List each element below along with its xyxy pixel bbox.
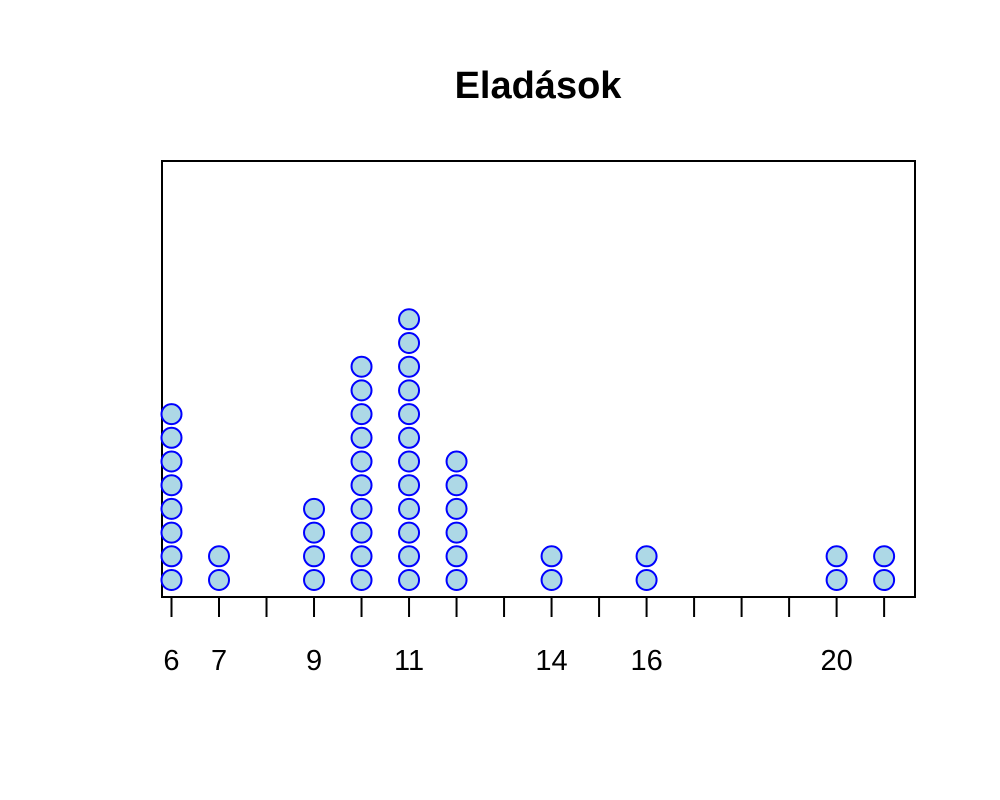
dot-x6-1: [160, 569, 183, 591]
x-tick-label-16: 16: [630, 645, 662, 677]
dot-x11-8: [398, 403, 421, 426]
dot-x6-5: [160, 474, 183, 497]
dot-x10-3: [350, 521, 373, 544]
dot-x10-6: [350, 450, 373, 473]
x-tick-label-14: 14: [535, 645, 567, 677]
dot-x11-7: [398, 426, 421, 449]
x-tick-label-6: 6: [163, 645, 179, 677]
data-points: [160, 308, 896, 591]
x-tick-label-7: 7: [211, 645, 227, 677]
x-tick-label-20: 20: [820, 645, 852, 677]
x-axis-ticks: [170, 597, 886, 617]
dot-x16-1: [635, 569, 658, 591]
dot-x10-1: [350, 569, 373, 591]
dot-x6-8: [160, 403, 183, 426]
dot-x12-3: [445, 521, 468, 544]
chart-title: Eladások: [455, 65, 623, 107]
dot-x20-2: [825, 545, 848, 568]
dot-x16-2: [635, 545, 658, 568]
dot-x11-9: [398, 379, 421, 402]
dot-x11-10: [398, 355, 421, 378]
dot-x21-2: [873, 545, 896, 568]
dot-x9-3: [303, 521, 326, 544]
x-tick-label-11: 11: [394, 645, 424, 677]
dot-x10-8: [350, 403, 373, 426]
dot-x11-12: [398, 308, 421, 331]
plot-frame: [161, 160, 916, 598]
dot-x11-1: [398, 569, 421, 591]
dot-x11-3: [398, 521, 421, 544]
dot-x7-2: [208, 545, 231, 568]
dot-x9-2: [303, 545, 326, 568]
dot-x10-5: [350, 474, 373, 497]
dot-x10-9: [350, 379, 373, 402]
dot-x9-1: [303, 569, 326, 591]
dot-x10-2: [350, 545, 373, 568]
dot-x10-4: [350, 497, 373, 520]
x-tick-label-9: 9: [306, 645, 322, 677]
dot-x12-2: [445, 545, 468, 568]
dot-x6-4: [160, 497, 183, 520]
dot-x9-4: [303, 497, 326, 520]
dot-x6-2: [160, 545, 183, 568]
dot-x7-1: [208, 569, 231, 591]
dot-x11-6: [398, 450, 421, 473]
dot-x20-1: [825, 569, 848, 591]
dot-x14-1: [540, 569, 563, 591]
dot-x6-6: [160, 450, 183, 473]
dot-x12-6: [445, 450, 468, 473]
dot-x12-4: [445, 497, 468, 520]
dot-x11-5: [398, 474, 421, 497]
dot-x11-2: [398, 545, 421, 568]
dot-x14-2: [540, 545, 563, 568]
dot-x11-4: [398, 497, 421, 520]
dot-x21-1: [873, 569, 896, 591]
x-axis-tick-labels: 6 7 9 11 14 16 20: [163, 645, 852, 677]
dot-x11-11: [398, 332, 421, 354]
dot-x6-3: [160, 521, 183, 544]
dot-x10-10: [350, 355, 373, 378]
dot-x6-7: [160, 426, 183, 449]
dot-x12-1: [445, 569, 468, 591]
dot-x10-7: [350, 426, 373, 449]
dot-x12-5: [445, 474, 468, 497]
